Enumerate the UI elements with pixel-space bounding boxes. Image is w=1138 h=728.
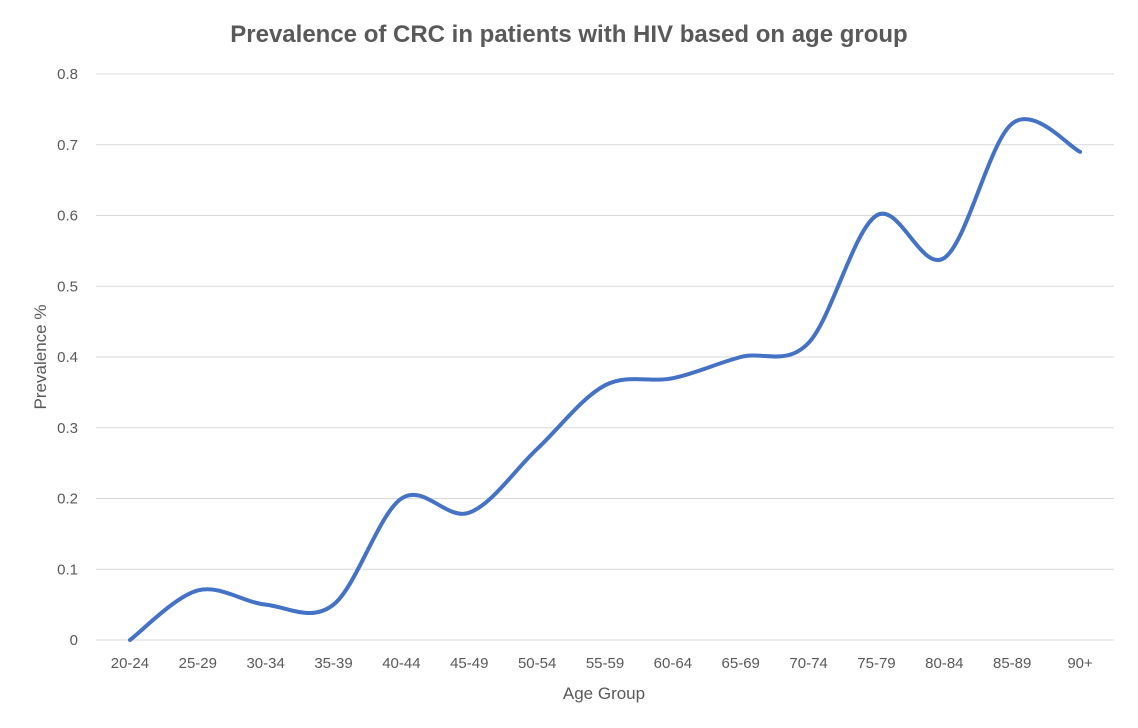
x-tick-label: 85-89 <box>993 655 1031 672</box>
x-tick-label: 35-39 <box>314 655 352 672</box>
y-axis-ticks: 0 0.1 0.2 0.3 0.4 0.5 0.6 0.7 0.8 <box>57 66 78 649</box>
y-tick-label: 0.6 <box>57 208 78 225</box>
x-tick-label: 30-34 <box>246 655 284 672</box>
x-tick-label: 70-74 <box>789 655 827 672</box>
y-tick-label: 0.2 <box>57 491 78 508</box>
x-tick-label: 60-64 <box>654 655 692 672</box>
x-tick-label: 55-59 <box>586 655 624 672</box>
x-tick-label: 45-49 <box>450 655 488 672</box>
gridlines <box>96 73 1114 641</box>
x-tick-label: 80-84 <box>925 655 963 672</box>
y-tick-label: 0.7 <box>57 137 78 154</box>
y-tick-label: 0.1 <box>57 561 78 578</box>
series-line <box>127 117 1083 642</box>
y-tick-label: 0.3 <box>57 420 78 437</box>
x-tick-label: 75-79 <box>857 655 895 672</box>
x-axis-ticks: 20-24 25-29 30-34 35-39 40-44 45-49 50-54 55-59… <box>111 655 1093 672</box>
x-tick-label: 90+ <box>1067 655 1093 672</box>
x-tick-label: 50-54 <box>518 655 556 672</box>
y-tick-label: 0.8 <box>57 66 78 83</box>
x-tick-label: 40-44 <box>382 655 420 672</box>
x-axis-label: Age Group <box>563 684 645 703</box>
chart-title: Prevalence of CRC in patients with HIV b… <box>230 21 907 48</box>
y-tick-label: 0.4 <box>57 349 78 366</box>
y-axis-label: Prevalence % <box>31 305 50 410</box>
x-tick-label: 65-69 <box>722 655 760 672</box>
series-layer <box>127 117 1083 642</box>
x-tick-label: 20-24 <box>111 655 149 672</box>
y-tick-label: 0.5 <box>57 278 78 295</box>
y-tick-label: 0 <box>70 632 78 649</box>
x-tick-label: 25-29 <box>179 655 217 672</box>
